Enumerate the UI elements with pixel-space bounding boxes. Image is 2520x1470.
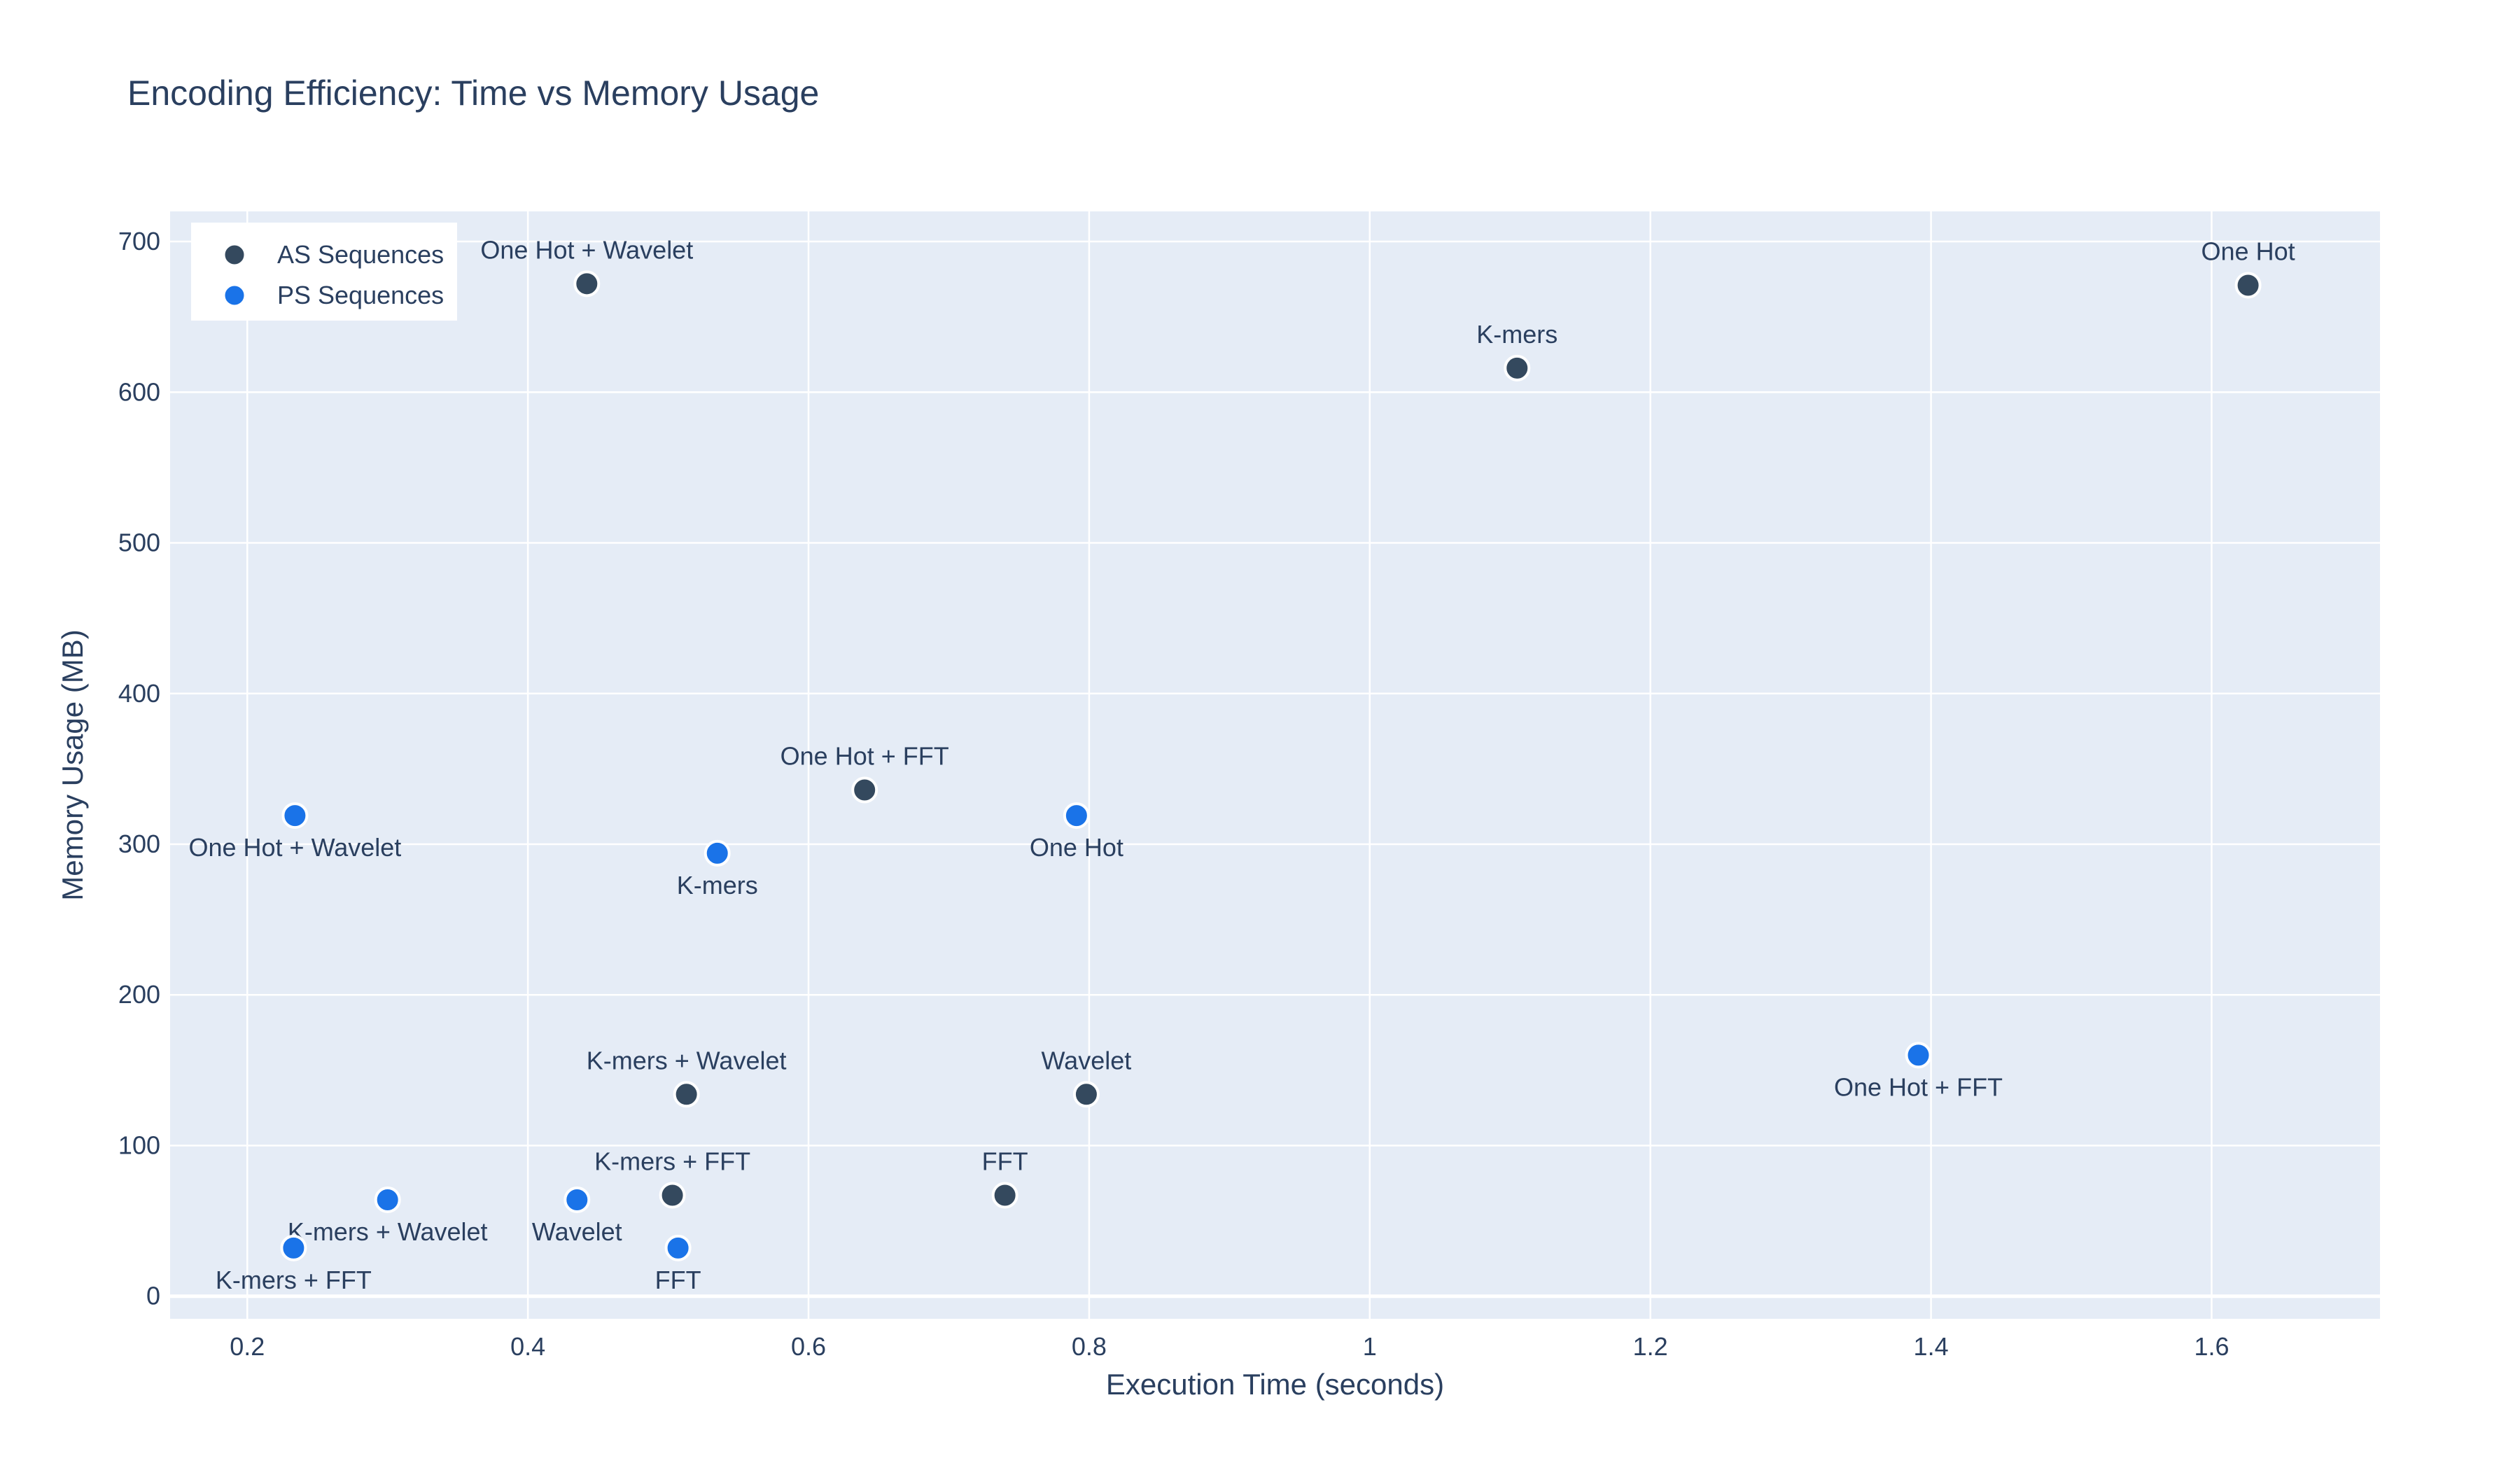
data-label: Wavelet	[1042, 1046, 1132, 1074]
x-tick-label: 1	[1363, 1332, 1377, 1361]
x-tick-label: 0.2	[230, 1332, 265, 1361]
data-point	[664, 1234, 692, 1261]
data-label: One Hot + FFT	[780, 742, 949, 771]
data-point	[1063, 802, 1090, 830]
x-tick-label: 1.6	[2194, 1332, 2229, 1361]
data-label: One Hot + FFT	[1834, 1072, 2003, 1101]
plot-area	[170, 211, 2380, 1319]
data-point	[374, 1186, 401, 1213]
y-tick-label: 300	[118, 830, 160, 858]
data-label: K-mers + Wavelet	[587, 1046, 787, 1074]
x-tick-label: 0.6	[791, 1332, 826, 1361]
data-label: K-mers + Wavelet	[288, 1217, 488, 1246]
data-label: K-mers	[677, 871, 758, 899]
data-point	[1504, 354, 1531, 382]
data-point	[673, 1081, 700, 1108]
data-point	[1905, 1042, 1932, 1069]
data-point	[704, 839, 731, 867]
data-label: FFT	[982, 1147, 1028, 1176]
y-tick-label: 100	[118, 1130, 160, 1159]
data-point	[573, 270, 601, 298]
data-label: One Hot + Wavelet	[480, 235, 693, 264]
legend: AS Sequences PS Sequences	[191, 223, 457, 321]
data-label: K-mers + FFT	[594, 1147, 750, 1176]
chart-title: Encoding Efficiency: Time vs Memory Usag…	[127, 74, 819, 113]
data-point	[1072, 1081, 1100, 1108]
y-tick-label: 400	[118, 679, 160, 708]
grid-lines	[170, 211, 2380, 1319]
series-ps-sequences: One Hot + Wavelet K-mers One Hot One Hot + …	[188, 802, 2003, 1294]
data-label: K-mers + FFT	[216, 1266, 372, 1294]
y-tick-label: 500	[118, 528, 160, 557]
x-tick-label: 0.4	[510, 1332, 545, 1361]
data-label: FFT	[655, 1266, 701, 1294]
data-label: One Hot	[2202, 237, 2295, 265]
axis-ticks: 0.2 0.4 0.6 0.8 1 1.2 1.4 1.6 0 100 200 300 400 500 60…	[118, 227, 2230, 1361]
data-point	[991, 1182, 1018, 1209]
data-point	[851, 776, 878, 804]
data-point	[659, 1182, 686, 1209]
data-point	[280, 1234, 307, 1261]
data-point	[281, 802, 309, 830]
data-point	[564, 1186, 591, 1213]
legend-label: AS Sequences	[277, 240, 444, 269]
legend-label: PS Sequences	[277, 281, 444, 309]
legend-marker	[223, 284, 246, 307]
y-axis-title: Memory Usage (MB)	[56, 629, 89, 900]
data-label: Wavelet	[532, 1217, 622, 1246]
data-label: One Hot	[1030, 833, 1124, 862]
data-point	[2234, 272, 2262, 299]
legend-marker	[223, 243, 246, 267]
series-as-sequences: One Hot K-mers One Hot + Wavelet One Hot + …	[480, 235, 2295, 1209]
y-tick-label: 0	[146, 1282, 160, 1310]
x-axis-title: Execution Time (seconds)	[1106, 1368, 1444, 1401]
data-label: One Hot + Wavelet	[188, 833, 401, 862]
x-tick-label: 1.2	[1633, 1332, 1668, 1361]
y-tick-label: 200	[118, 980, 160, 1009]
y-tick-label: 600	[118, 377, 160, 406]
data-label: K-mers	[1476, 320, 1558, 349]
y-tick-label: 700	[118, 227, 160, 255]
x-tick-label: 0.8	[1072, 1332, 1107, 1361]
x-tick-label: 1.4	[1914, 1332, 1949, 1361]
